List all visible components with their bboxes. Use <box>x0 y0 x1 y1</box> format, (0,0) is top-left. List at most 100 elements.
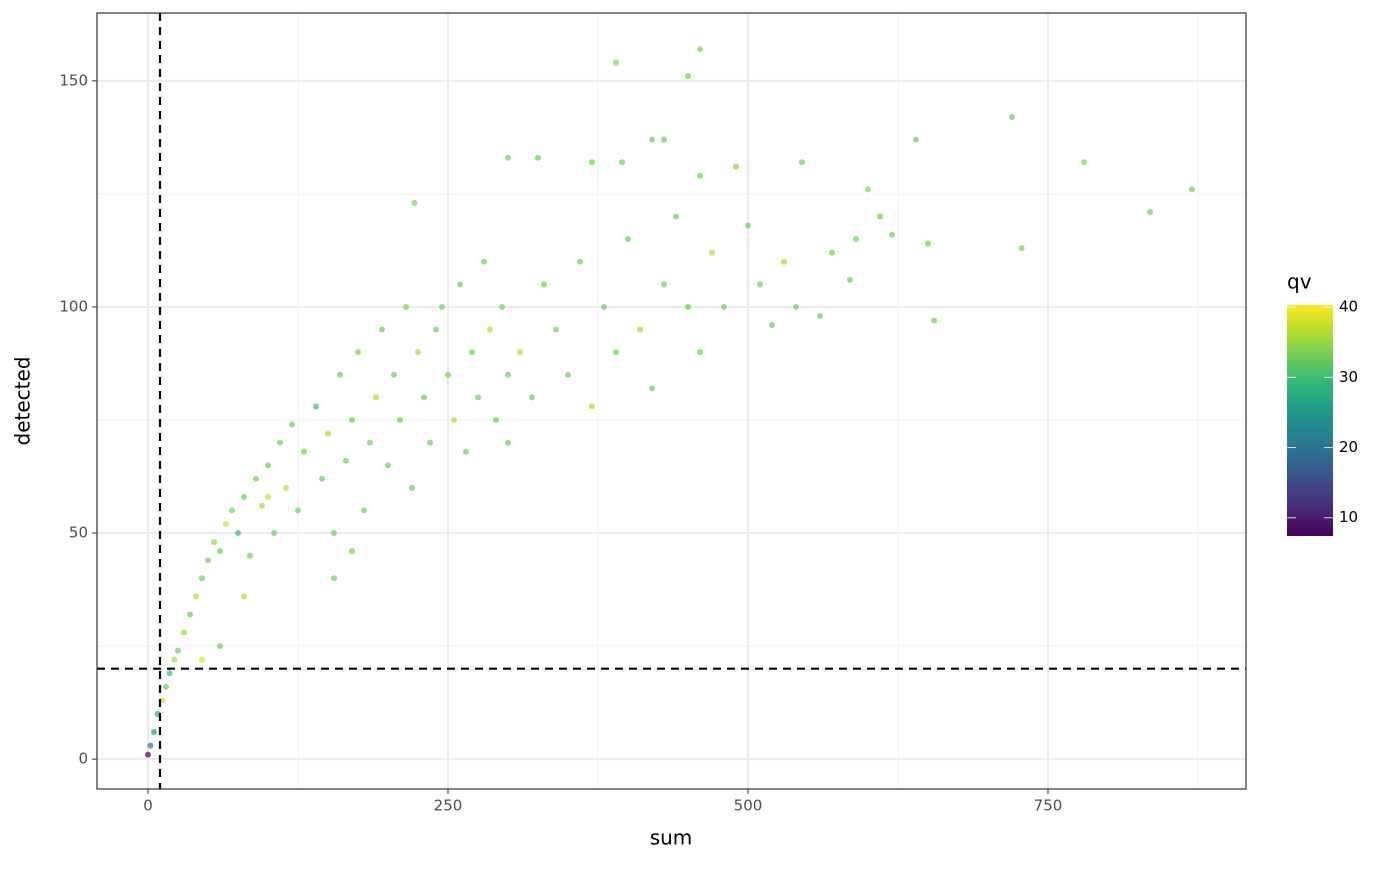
point <box>265 462 271 469</box>
point <box>1009 114 1015 121</box>
point <box>385 462 391 469</box>
point <box>529 394 535 401</box>
y-tick-label: 100 <box>59 297 88 315</box>
colorbar-label: 10 <box>1339 508 1358 526</box>
point <box>799 159 805 166</box>
point <box>535 154 541 161</box>
point <box>1189 186 1195 193</box>
point <box>613 59 619 66</box>
point <box>709 249 715 256</box>
point <box>147 742 154 749</box>
point <box>166 670 173 677</box>
point <box>259 502 265 509</box>
point <box>1018 245 1025 252</box>
point <box>367 439 373 446</box>
point <box>685 73 691 80</box>
colorbar-label: 20 <box>1339 438 1358 456</box>
point <box>433 326 439 333</box>
point <box>175 647 181 654</box>
point <box>505 154 511 161</box>
point <box>613 349 619 356</box>
point <box>373 394 379 401</box>
point <box>769 322 775 329</box>
point <box>865 186 871 193</box>
point <box>337 371 343 378</box>
point <box>445 371 451 378</box>
point <box>469 349 475 356</box>
point <box>199 656 205 663</box>
point <box>487 326 493 333</box>
point <box>217 643 223 650</box>
point <box>171 656 178 663</box>
point <box>463 448 469 455</box>
point <box>319 475 325 482</box>
y-tick-label: 50 <box>69 524 88 542</box>
point <box>241 593 247 600</box>
point <box>397 416 403 423</box>
point <box>205 557 211 564</box>
point <box>517 349 523 356</box>
point <box>199 575 205 582</box>
point <box>637 326 643 333</box>
y-axis-title: detected <box>11 357 35 446</box>
legend-title: qv <box>1287 270 1312 294</box>
point <box>355 349 361 356</box>
y-tick-label: 150 <box>59 71 88 89</box>
point <box>411 199 418 206</box>
point <box>745 222 751 229</box>
point <box>505 439 511 446</box>
point <box>931 317 937 324</box>
point <box>649 385 655 392</box>
x-tick-label: 250 <box>434 797 463 815</box>
point <box>451 416 457 423</box>
point <box>283 484 289 491</box>
point <box>241 493 247 500</box>
point <box>457 281 463 288</box>
point <box>403 303 409 310</box>
point <box>247 552 253 559</box>
point <box>163 683 169 690</box>
point <box>889 231 895 238</box>
point <box>673 213 679 220</box>
point <box>541 281 547 288</box>
point <box>553 326 559 333</box>
point <box>649 136 655 143</box>
point <box>145 751 151 758</box>
point <box>475 394 481 401</box>
x-tick-label: 500 <box>734 797 763 815</box>
x-axis-title: sum <box>650 826 693 850</box>
point <box>193 593 199 600</box>
point <box>277 439 283 446</box>
point <box>661 281 667 288</box>
point <box>685 303 691 310</box>
point <box>427 439 433 446</box>
point <box>409 484 415 491</box>
point <box>349 548 355 555</box>
point <box>577 258 583 265</box>
point <box>343 457 349 464</box>
colorbar-label: 40 <box>1339 298 1358 316</box>
point <box>313 403 319 410</box>
point <box>391 371 397 378</box>
colorbar <box>1287 305 1333 536</box>
point <box>439 303 445 310</box>
x-tick-label: 0 <box>143 797 153 815</box>
point <box>505 371 511 378</box>
point <box>499 303 505 310</box>
point <box>223 521 229 528</box>
point <box>361 507 367 514</box>
point <box>379 326 385 333</box>
point <box>829 249 835 256</box>
point <box>151 729 157 736</box>
point <box>1147 208 1153 215</box>
point <box>565 371 571 378</box>
point <box>721 303 727 310</box>
point <box>493 416 499 423</box>
point <box>697 46 703 53</box>
point <box>265 493 271 500</box>
point <box>217 548 223 555</box>
point <box>415 349 421 356</box>
plot-border <box>96 12 1247 790</box>
point <box>295 507 301 514</box>
